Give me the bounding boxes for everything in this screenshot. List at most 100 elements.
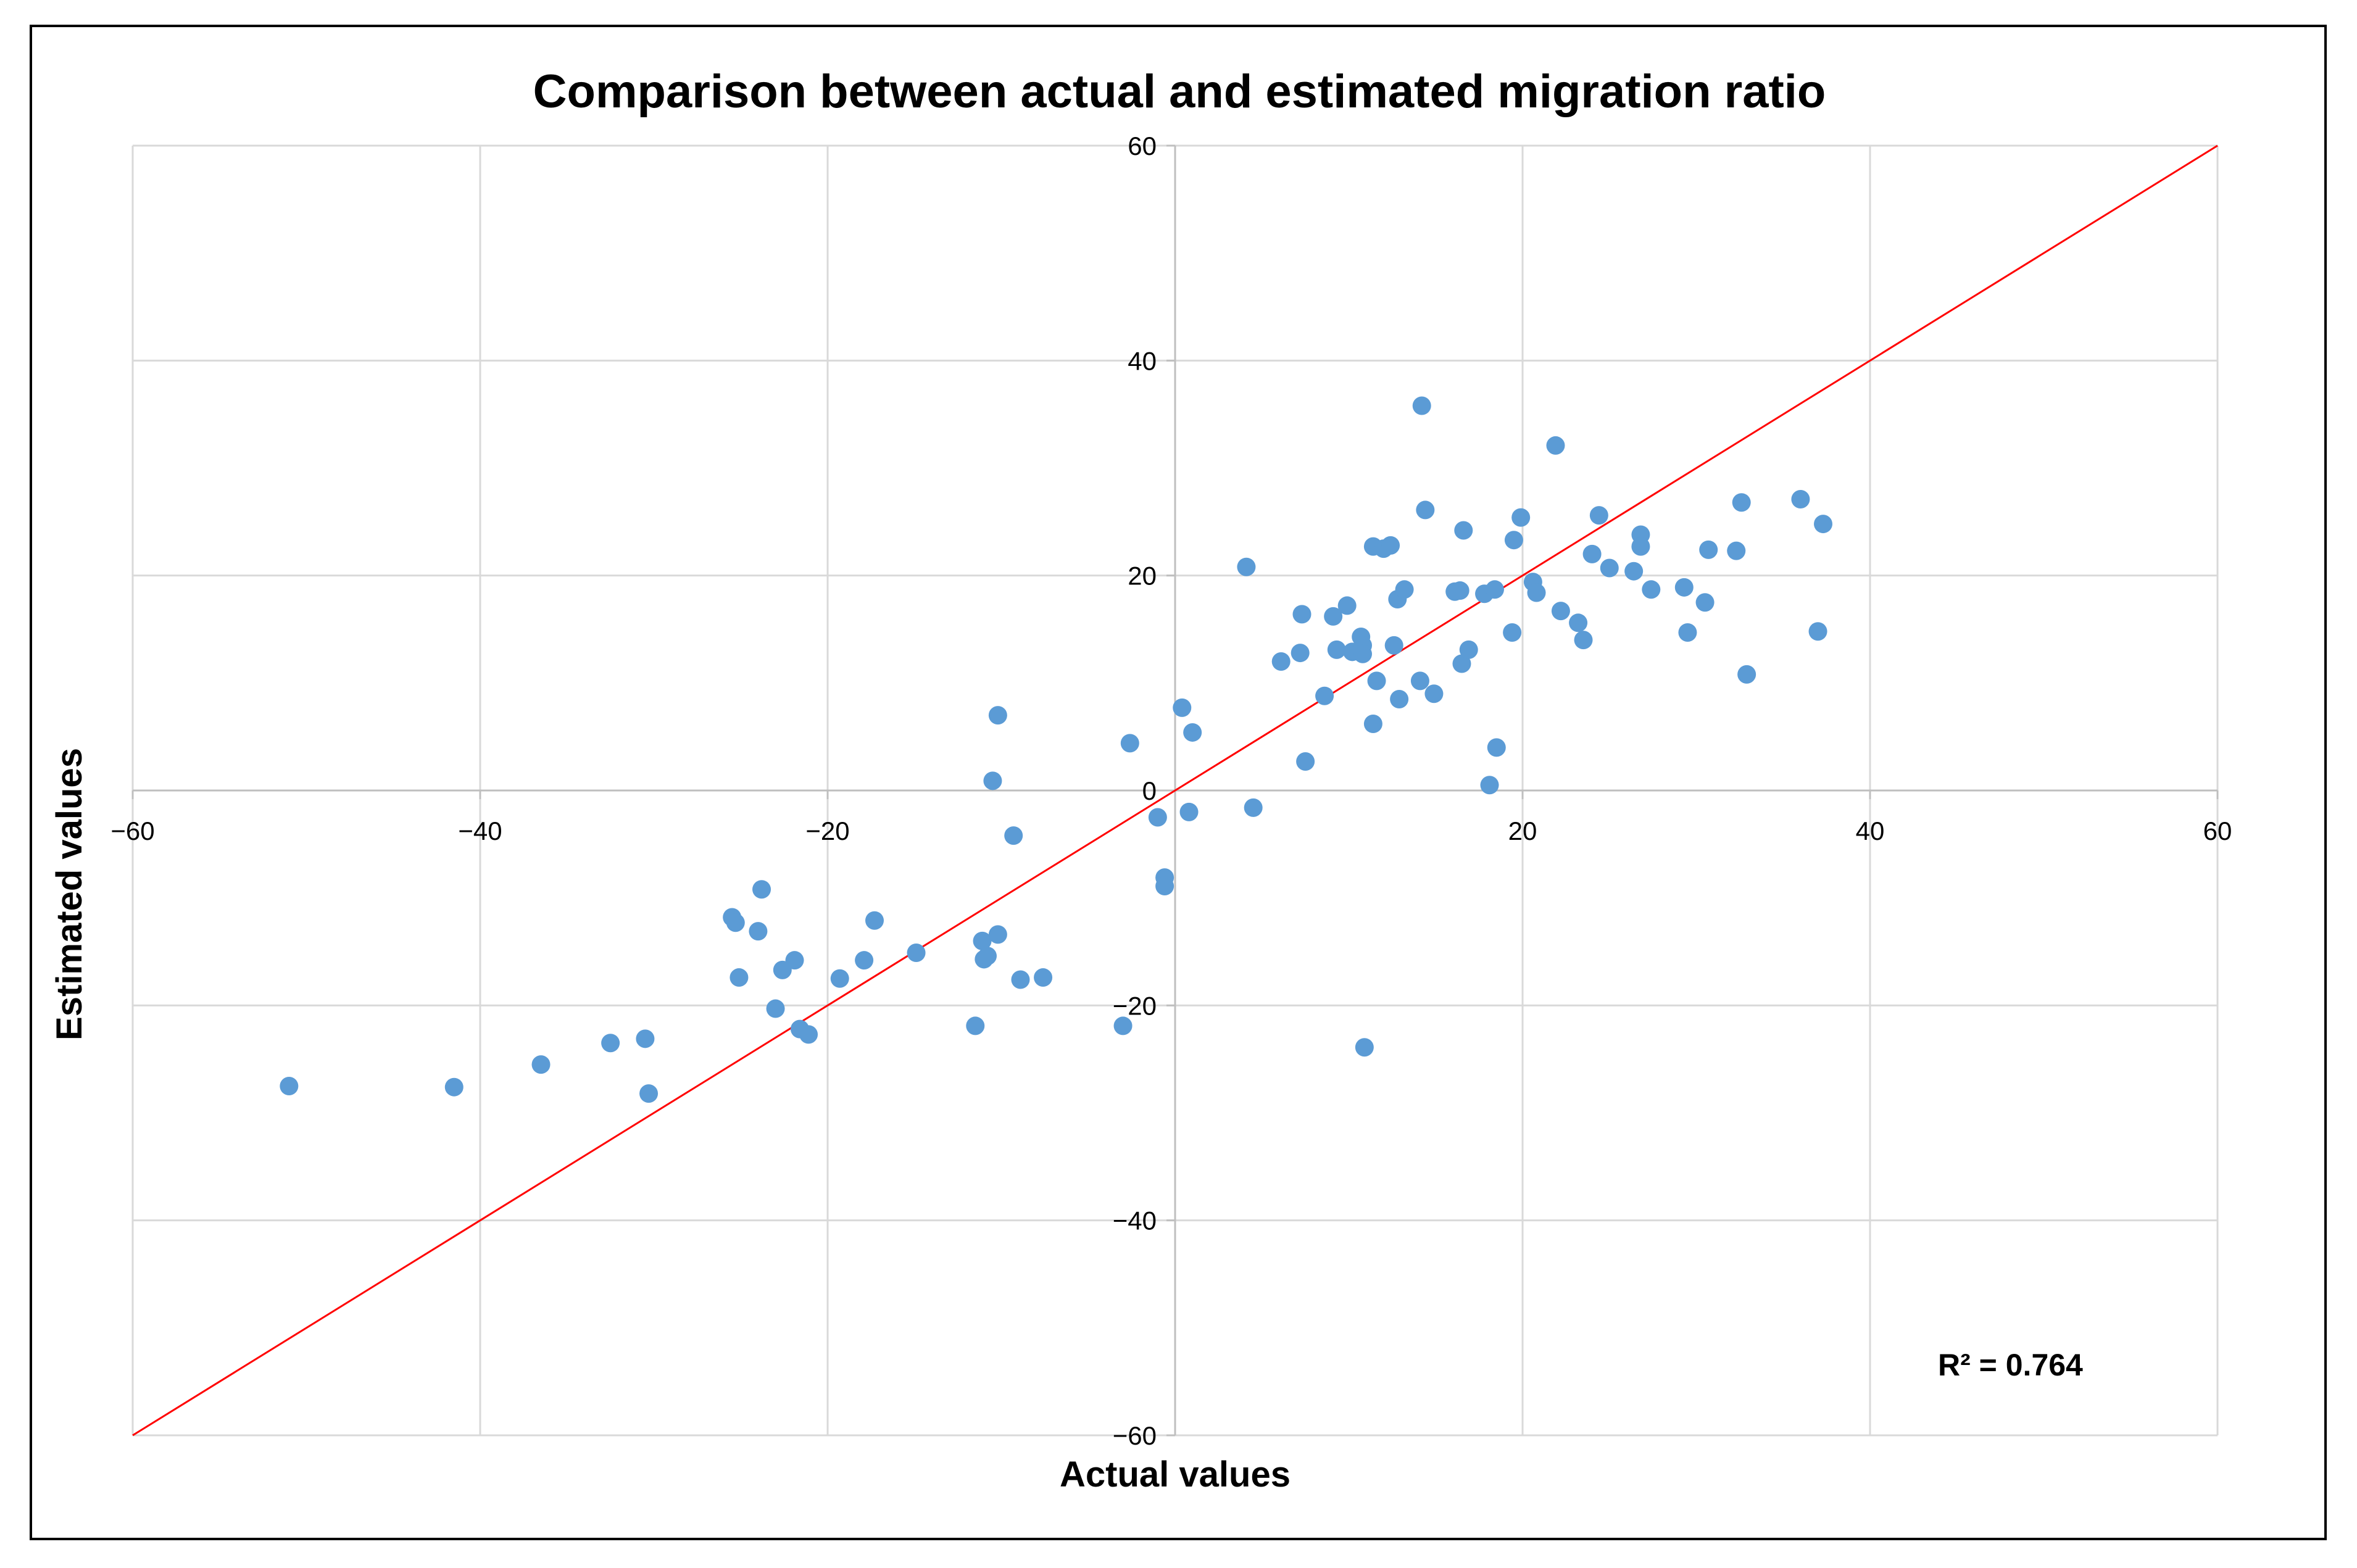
scatter-point xyxy=(1390,689,1409,708)
scatter-point xyxy=(855,951,874,970)
x-tick-label: −20 xyxy=(805,816,849,845)
y-tick-label: −20 xyxy=(1113,991,1157,1020)
y-tick-label: 20 xyxy=(1128,562,1157,591)
scatter-point xyxy=(1363,715,1382,734)
scatter-point xyxy=(1011,970,1030,989)
y-tick-label: 60 xyxy=(1128,131,1157,160)
scatter-point xyxy=(1353,644,1373,663)
scatter-point xyxy=(1271,652,1291,671)
scatter-point xyxy=(1600,558,1619,578)
scatter-point xyxy=(1527,583,1546,602)
scatter-point xyxy=(1355,1038,1374,1057)
scatter-point xyxy=(1315,686,1334,705)
scatter-point xyxy=(639,1084,659,1103)
scatter-point xyxy=(865,911,884,930)
scatter-point xyxy=(1416,500,1435,520)
scatter-point xyxy=(1381,536,1400,555)
reference-line-y-equals-x xyxy=(132,144,2218,1437)
scatter-point xyxy=(1454,521,1473,540)
scatter-point xyxy=(1695,593,1715,612)
scatter-point xyxy=(1244,798,1263,817)
scatter-point xyxy=(799,1025,818,1044)
scatter-point xyxy=(766,999,785,1018)
scatter-point xyxy=(1727,541,1746,560)
scatter-point xyxy=(907,943,926,962)
scatter-point xyxy=(752,880,771,899)
scatter-point xyxy=(1459,640,1478,659)
scatter-point xyxy=(1148,808,1167,827)
scatter-point xyxy=(1546,436,1565,455)
y-tick-label: 40 xyxy=(1128,346,1157,375)
scatter-point xyxy=(1324,607,1343,626)
scatter-point xyxy=(1337,596,1357,615)
scatter-point xyxy=(1424,684,1444,703)
x-tick-label: −40 xyxy=(458,816,502,845)
chart-title: Comparison between actual and estimated … xyxy=(533,65,1826,118)
scatter-point xyxy=(1291,644,1310,663)
scatter-point xyxy=(1004,826,1023,845)
scatter-point xyxy=(1813,515,1832,534)
scatter-point xyxy=(983,771,1002,790)
scatter-point xyxy=(1808,622,1827,641)
scatter-point xyxy=(1699,540,1718,559)
scatter-point xyxy=(1412,396,1431,415)
scatter-point xyxy=(1450,581,1469,600)
scatter-point xyxy=(1367,671,1386,691)
scatter-point xyxy=(1504,531,1523,550)
scatter-point xyxy=(601,1034,620,1053)
scatter-point xyxy=(1678,623,1697,642)
scatter-point xyxy=(1511,508,1531,527)
scatter-point xyxy=(1551,602,1570,621)
scatter-point xyxy=(973,931,992,950)
scatter-point xyxy=(730,968,749,987)
scatter-point xyxy=(1589,506,1608,525)
scatter-point xyxy=(1487,738,1506,757)
scatter-point xyxy=(1485,580,1504,599)
scatter-point xyxy=(1384,636,1403,655)
scatter-point xyxy=(1120,734,1139,753)
y-axis-title: Estimated values xyxy=(49,748,89,1040)
scatter-point xyxy=(1674,578,1694,597)
scatter-point xyxy=(1113,1016,1133,1035)
scatter-chart: −60 −40 −20 20 40 60 −60 −40 −20 0 20 40 60 Compariso… xyxy=(49,65,2232,1495)
scatter-point xyxy=(1503,623,1522,642)
x-tick-label: −60 xyxy=(110,816,154,845)
scatter-point xyxy=(978,947,997,966)
scatter-point xyxy=(1237,557,1256,576)
scatter-point xyxy=(1183,723,1202,742)
x-tick-label: 40 xyxy=(1856,816,1885,845)
scatter-point xyxy=(749,922,768,941)
scatter-point xyxy=(1395,580,1414,599)
scatter-point xyxy=(531,1055,551,1074)
y-tick-label: −60 xyxy=(1113,1421,1157,1450)
scatter-point xyxy=(1631,537,1650,556)
x-tick-label: 60 xyxy=(2203,816,2232,845)
x-tick-label: 20 xyxy=(1508,816,1537,845)
scatter-point xyxy=(1574,631,1593,650)
scatter-point xyxy=(1179,802,1199,821)
x-axis-title: Actual values xyxy=(1060,1454,1291,1495)
scatter-point xyxy=(988,925,1007,944)
scatter-point xyxy=(1791,490,1810,509)
scatter-point xyxy=(1327,640,1346,659)
y-tick-label: −40 xyxy=(1113,1206,1157,1235)
scatter-point xyxy=(1642,580,1661,599)
chart-frame: −60 −40 −20 20 40 60 −60 −40 −20 0 20 40 60 Compariso… xyxy=(30,25,2327,1540)
scatter-point xyxy=(1452,654,1471,673)
scatter-point xyxy=(966,1016,985,1035)
scatter-point xyxy=(1569,613,1588,633)
scatter-point xyxy=(1034,968,1053,987)
scatter-point xyxy=(444,1077,464,1097)
scatter-point xyxy=(988,706,1007,725)
scatter-point xyxy=(280,1076,299,1095)
scatter-point xyxy=(1296,752,1315,771)
r-squared-annotation: R² = 0.764 xyxy=(1938,1348,2083,1382)
scatter-point xyxy=(830,969,849,988)
scatter-point xyxy=(726,913,745,932)
scatter-point xyxy=(1732,493,1751,512)
scatter-point xyxy=(1582,544,1602,563)
scatter-point xyxy=(1624,562,1644,581)
scatter-point xyxy=(1410,671,1429,691)
scatter-point xyxy=(1480,776,1499,795)
scatter-point xyxy=(636,1029,655,1048)
